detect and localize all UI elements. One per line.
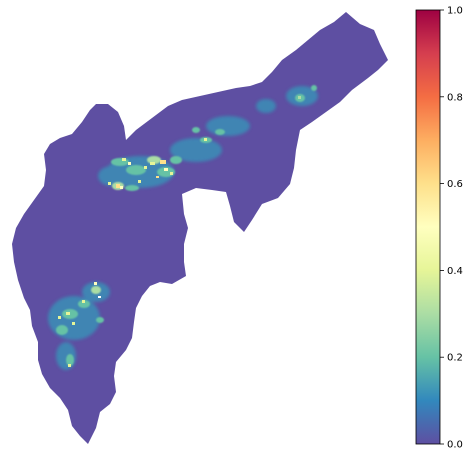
region-map [12, 12, 388, 444]
hotspot-north-east [256, 85, 318, 113]
colorbar-tick-label: 0.8 [447, 92, 463, 103]
hotspot-south-west [48, 282, 110, 370]
colorbar-tick-label: 0.0 [447, 440, 463, 451]
colorbar-tick-label: 0.6 [447, 179, 463, 190]
colorbar-tick-label: 0.2 [447, 353, 463, 364]
hotspot-layer [48, 85, 318, 370]
colorbar-tick-label: 0.4 [447, 266, 463, 277]
colorbar: 0.0 0.2 0.4 0.6 0.8 1.0 [415, 6, 463, 451]
region-outline [12, 12, 388, 444]
colorbar-ticks: 0.0 0.2 0.4 0.6 0.8 1.0 [440, 6, 463, 451]
colorbar-gradient [415, 9, 441, 445]
hotspot-north-central [98, 116, 250, 191]
colorbar-tick-label: 1.0 [447, 6, 463, 17]
